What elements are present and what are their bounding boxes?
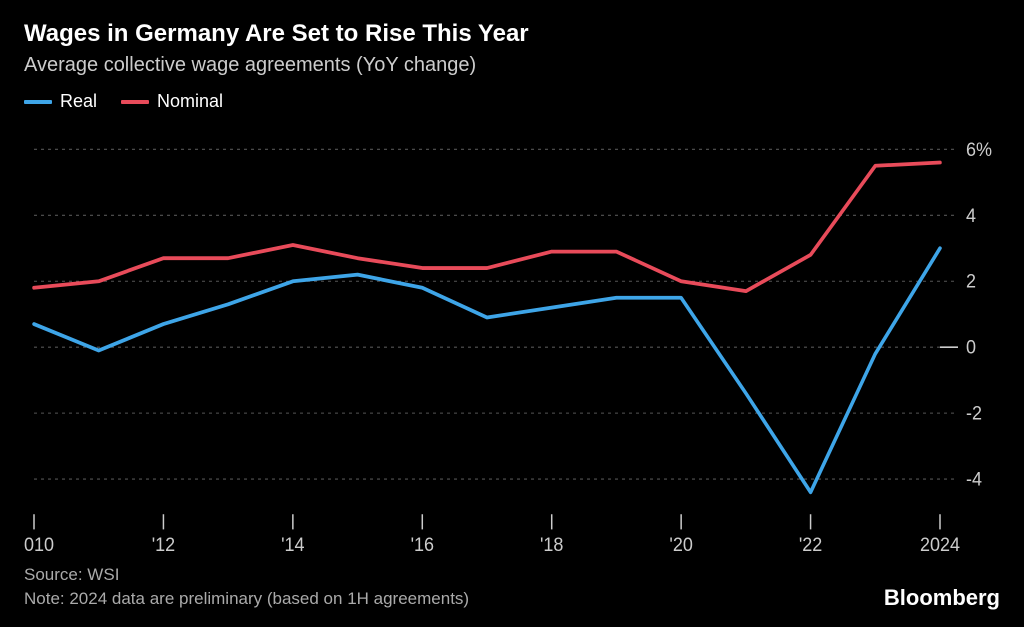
- x-tick-label: 2024: [920, 533, 960, 555]
- x-tick-label: '22: [799, 533, 822, 555]
- y-tick-label: -4: [966, 468, 982, 490]
- x-tick-label: '14: [281, 533, 304, 555]
- source-text: Source: WSI: [24, 563, 469, 587]
- legend-swatch-nominal: [121, 100, 149, 104]
- y-tick-label: 6%: [966, 138, 992, 160]
- x-tick-label: 2010: [24, 533, 54, 555]
- chart-container: Wages in Germany Are Set to Rise This Ye…: [0, 0, 1024, 627]
- legend-label-real: Real: [60, 91, 97, 112]
- x-tick-label: '12: [152, 533, 175, 555]
- chart-svg: -4 -2 0 2 4 6% 2010 '12 '14 '16 '18 '20 '22 2024: [24, 122, 1000, 555]
- y-tick-label: 2: [966, 270, 976, 292]
- legend-swatch-real: [24, 100, 52, 104]
- footer: Source: WSI Note: 2024 data are prelimin…: [24, 563, 1000, 611]
- chart-title: Wages in Germany Are Set to Rise This Ye…: [24, 20, 1000, 48]
- brand-logo: Bloomberg: [884, 585, 1000, 611]
- y-tick-label: 0: [966, 336, 976, 358]
- chart-subtitle: Average collective wage agreements (YoY …: [24, 54, 1000, 77]
- x-tick-label: '18: [540, 533, 563, 555]
- x-tick-label: '16: [411, 533, 434, 555]
- series-real: [34, 248, 940, 492]
- legend: Real Nominal: [24, 91, 1000, 112]
- legend-item-real: Real: [24, 91, 97, 112]
- legend-label-nominal: Nominal: [157, 91, 223, 112]
- note-text: Note: 2024 data are preliminary (based o…: [24, 587, 469, 611]
- y-tick-label: 4: [966, 204, 976, 226]
- series-nominal: [34, 163, 940, 292]
- legend-item-nominal: Nominal: [121, 91, 223, 112]
- x-tick-label: '20: [669, 533, 692, 555]
- chart-plot-area: -4 -2 0 2 4 6% 2010 '12 '14 '16 '18 '20 '22 2024: [24, 122, 1000, 555]
- y-tick-label: -2: [966, 402, 982, 424]
- footer-left: Source: WSI Note: 2024 data are prelimin…: [24, 563, 469, 611]
